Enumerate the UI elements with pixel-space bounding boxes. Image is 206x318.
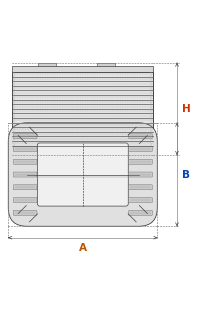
FancyBboxPatch shape xyxy=(13,197,37,203)
FancyBboxPatch shape xyxy=(128,185,152,190)
FancyBboxPatch shape xyxy=(12,146,152,151)
FancyBboxPatch shape xyxy=(37,151,56,155)
Text: H: H xyxy=(181,104,190,114)
FancyBboxPatch shape xyxy=(128,210,152,215)
FancyBboxPatch shape xyxy=(8,123,157,226)
FancyBboxPatch shape xyxy=(96,151,115,155)
Text: B: B xyxy=(181,169,189,180)
FancyBboxPatch shape xyxy=(13,172,37,177)
FancyBboxPatch shape xyxy=(13,147,37,151)
FancyBboxPatch shape xyxy=(128,197,152,203)
FancyBboxPatch shape xyxy=(13,134,37,139)
FancyBboxPatch shape xyxy=(37,63,56,66)
FancyBboxPatch shape xyxy=(128,159,152,164)
FancyBboxPatch shape xyxy=(13,159,37,164)
FancyBboxPatch shape xyxy=(128,172,152,177)
FancyBboxPatch shape xyxy=(128,134,152,139)
FancyBboxPatch shape xyxy=(13,210,37,215)
FancyBboxPatch shape xyxy=(37,143,128,206)
FancyBboxPatch shape xyxy=(128,147,152,151)
FancyBboxPatch shape xyxy=(12,66,152,72)
FancyBboxPatch shape xyxy=(96,63,115,66)
FancyBboxPatch shape xyxy=(13,185,37,190)
FancyBboxPatch shape xyxy=(12,72,152,146)
Text: A: A xyxy=(78,243,86,253)
